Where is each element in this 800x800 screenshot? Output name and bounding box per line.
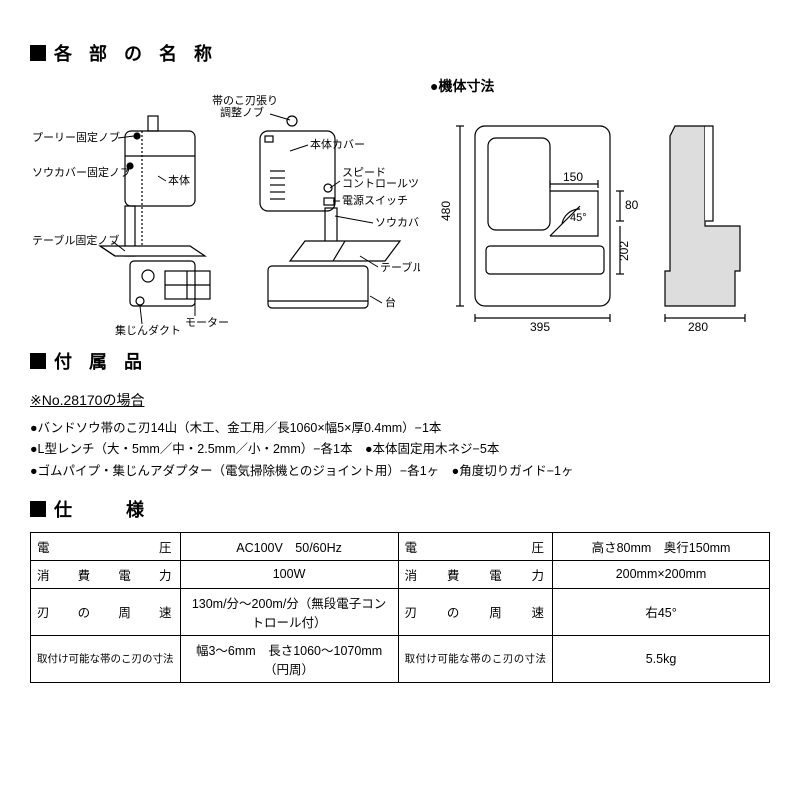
lbl-pulley: プーリー固定ノブ xyxy=(32,130,120,144)
square-bullet-icon xyxy=(30,45,46,61)
acc-line-1: ●バンドソウ帯のこ刃14山（木工、金工用／長1060×幅5×厚0.4mm）−1本 xyxy=(30,418,770,439)
spec-v3: 130m/分〜200m/分（無段電子コントロール付） xyxy=(180,588,398,635)
spec-l2b: 消 費 電 力 xyxy=(398,560,552,588)
dim-202: 202 xyxy=(617,241,631,261)
lbl-power: 電源スイッチ xyxy=(342,193,408,207)
lbl-cover-knob: ソウカバー固定ノブ xyxy=(32,165,131,179)
spec-l4: 取付け可能な帯のこ刃の寸法 xyxy=(31,635,181,682)
lbl-tension1: 帯のこ刃張り xyxy=(212,94,278,107)
parts-title-text: 各 部 の 名 称 xyxy=(54,40,218,66)
section-title-spec: 仕 様 xyxy=(30,496,770,522)
spec-v4: 幅3〜6mm 長さ1060〜1070mm（円周） xyxy=(180,635,398,682)
section-title-parts: 各 部 の 名 称 xyxy=(30,40,770,66)
section-title-accessories: 付 属 品 xyxy=(30,348,770,374)
dim-395: 395 xyxy=(530,320,550,334)
dim-title: ●機体寸法 xyxy=(430,76,770,96)
spec-v2: 100W xyxy=(180,560,398,588)
case-note: ※No.28170の場合 xyxy=(30,390,144,410)
lbl-speed2: コントロールツマミ xyxy=(342,178,420,190)
lbl-tension2: 調整ノブ xyxy=(220,105,264,119)
accessories-title-text: 付 属 品 xyxy=(54,348,148,374)
spec-v2b: 200mm×200mm xyxy=(553,560,770,588)
dim-150: 150 xyxy=(563,170,583,184)
dim-45: 45° xyxy=(570,212,587,224)
dimension-diagram: ●機体寸法 xyxy=(430,76,770,336)
acc-line-3: ●ゴムパイプ・集じんアダプター（電気掃除機とのジョイント用）−各1ヶ ●角度切り… xyxy=(30,461,770,482)
table-row: 取付け可能な帯のこ刃の寸法 幅3〜6mm 長さ1060〜1070mm（円周） 取… xyxy=(31,635,770,682)
spec-v1b: 高さ80mm 奥行150mm xyxy=(553,532,770,560)
spec-v3b: 右45° xyxy=(553,588,770,635)
dim-480: 480 xyxy=(439,201,453,221)
acc-line-2: ●L型レンチ（大・5mm／中・2.5mm／小・2mm）−各1本 ●本体固定用木ネ… xyxy=(30,439,770,460)
spec-title-text: 仕 様 xyxy=(54,496,150,522)
table-row: 電 圧 AC100V 50/60Hz 電 圧 高さ80mm 奥行150mm xyxy=(31,532,770,560)
spec-table: 電 圧 AC100V 50/60Hz 電 圧 高さ80mm 奥行150mm 消 … xyxy=(30,532,770,683)
spec-l3b: 刃 の 周 速 xyxy=(398,588,552,635)
table-row: 刃 の 周 速 130m/分〜200m/分（無段電子コントロール付） 刃 の 周… xyxy=(31,588,770,635)
spec-v4b: 5.5kg xyxy=(553,635,770,682)
spec-l2: 消 費 電 力 xyxy=(31,560,181,588)
spec-l3: 刃 の 周 速 xyxy=(31,588,181,635)
lbl-table-knob: テーブル固定ノブ xyxy=(32,233,119,247)
spec-v1: AC100V 50/60Hz xyxy=(180,532,398,560)
lbl-table: テーブル xyxy=(380,260,420,274)
square-bullet-icon xyxy=(30,353,46,369)
dim-280: 280 xyxy=(688,320,708,334)
spec-l1: 電 圧 xyxy=(31,532,181,560)
lbl-body: 本体 xyxy=(168,173,190,187)
lbl-sawcover: ソウカバー xyxy=(375,216,420,229)
parts-diagram: プーリー固定ノブ ソウカバー固定ノブ 本体 テーブル固定ノブ モーター 集じんダ… xyxy=(30,76,420,336)
lbl-motor: モーター xyxy=(185,316,229,329)
spec-l1b: 電 圧 xyxy=(398,532,552,560)
table-row: 消 費 電 力 100W 消 費 電 力 200mm×200mm xyxy=(31,560,770,588)
square-bullet-icon xyxy=(30,501,46,517)
spec-l4b: 取付け可能な帯のこ刃の寸法 xyxy=(398,635,552,682)
dim-80: 80 xyxy=(625,198,639,212)
lbl-dust: 集じんダクト xyxy=(115,323,181,336)
lbl-base: 台 xyxy=(385,295,396,309)
lbl-bodycover: 本体カバー xyxy=(310,137,365,151)
